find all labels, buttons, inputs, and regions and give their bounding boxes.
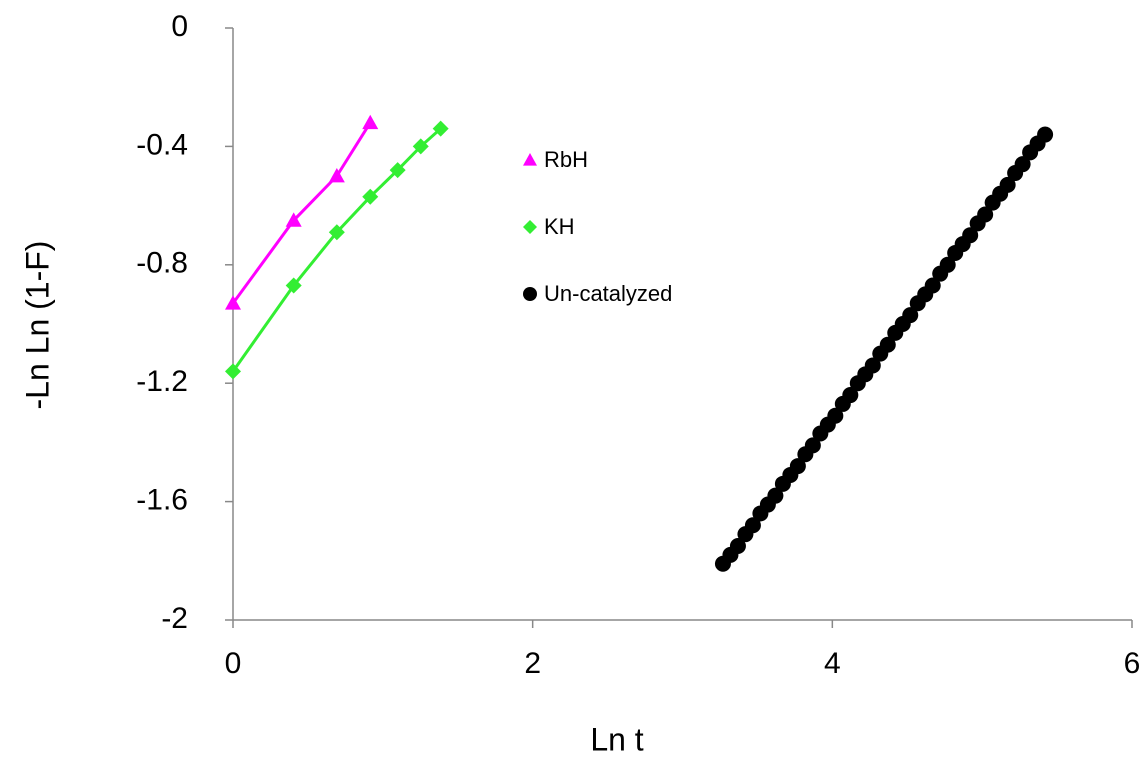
circle-marker: [999, 176, 1016, 193]
circle-marker: [767, 487, 784, 504]
legend-label: Un-catalyzed: [544, 281, 672, 306]
y-tick-label: -0.8: [136, 247, 188, 280]
circle-marker: [939, 256, 956, 273]
triangle-marker: [328, 168, 345, 183]
legend-label: RbH: [544, 147, 588, 172]
y-axis-title: -Ln Ln (1-F): [19, 241, 55, 410]
diamond-marker: [432, 120, 449, 137]
y-tick-label: -1.6: [136, 484, 188, 517]
circle-marker: [924, 277, 941, 294]
y-tick-label: 0: [171, 10, 188, 43]
x-tick-label: 2: [524, 647, 541, 680]
y-tick-label: -0.4: [136, 128, 188, 161]
circle-marker: [827, 407, 844, 424]
series-line: [231, 121, 372, 305]
x-tick-label: 4: [824, 647, 841, 680]
circle-marker: [523, 287, 537, 301]
triangle-marker: [225, 295, 241, 310]
circle-marker: [962, 227, 979, 244]
diamond-marker: [523, 220, 537, 234]
x-tick-label: 6: [1124, 647, 1141, 680]
circle-marker: [902, 307, 919, 324]
circle-marker: [842, 387, 859, 404]
circle-marker: [1014, 156, 1031, 173]
triangle-marker: [362, 114, 379, 130]
series-line: [231, 127, 442, 373]
diamond-marker: [225, 363, 241, 380]
legend-label: KH: [544, 214, 575, 239]
diamond-marker: [362, 188, 379, 205]
diamond-marker: [389, 162, 406, 179]
circle-marker: [789, 458, 806, 475]
circle-marker: [1037, 126, 1054, 143]
circle-marker: [864, 357, 881, 374]
x-tick-label: 0: [225, 647, 242, 680]
y-tick-label: -2: [161, 602, 188, 635]
circle-marker: [744, 517, 761, 534]
triangle-marker: [523, 153, 537, 166]
y-tick-label: -1.2: [136, 365, 188, 398]
circle-marker: [977, 206, 994, 223]
x-axis-title: Ln t: [590, 721, 643, 757]
circle-marker: [879, 336, 896, 353]
diamond-marker: [412, 138, 429, 155]
circle-marker: [804, 437, 821, 454]
diamond-marker: [285, 277, 302, 294]
diamond-marker: [328, 224, 345, 241]
triangle-marker: [285, 212, 302, 227]
circle-marker: [729, 538, 746, 554]
